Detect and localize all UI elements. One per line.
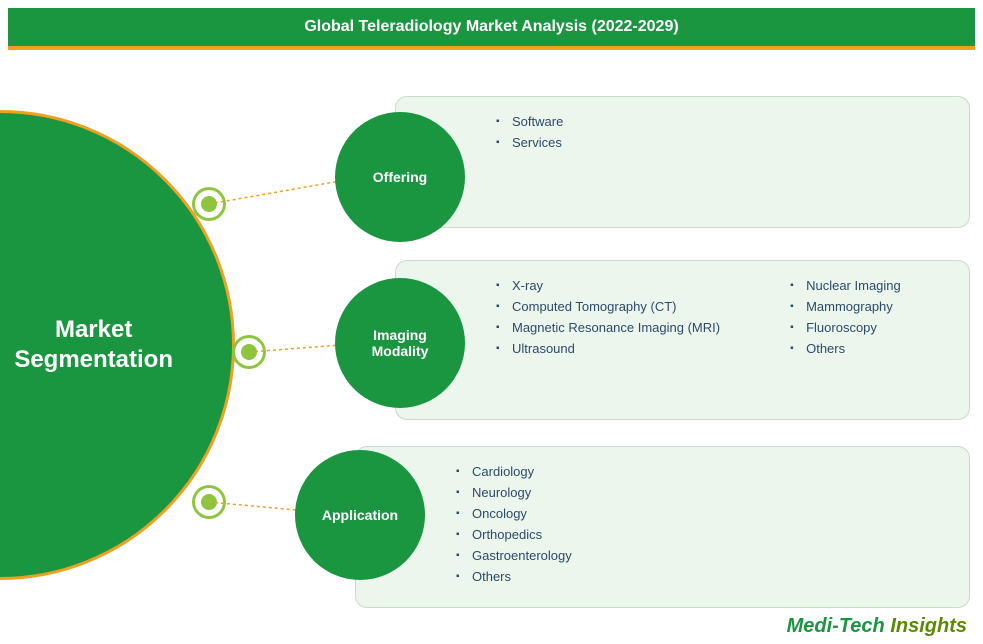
list-item: Mammography xyxy=(790,296,901,317)
cat-circle-application: Application xyxy=(295,450,425,580)
cat-label: Application xyxy=(322,507,398,523)
list-item: Magnetic Resonance Imaging (MRI) xyxy=(496,317,720,338)
node-dot xyxy=(235,338,263,366)
list-item: Neurology xyxy=(456,482,572,503)
main-label: Market Segmentation xyxy=(14,315,173,375)
list-item: Fluoroscopy xyxy=(790,317,901,338)
list-item: Orthopedics xyxy=(456,524,572,545)
cat-label: Offering xyxy=(373,169,427,185)
list-col: Nuclear Imaging Mammography Fluoroscopy … xyxy=(790,275,901,405)
list-item: Oncology xyxy=(456,503,572,524)
brand-part2: Insights xyxy=(890,615,967,637)
cat-label: Imaging Modality xyxy=(335,327,465,359)
node-dot xyxy=(195,190,223,218)
list-item: Nuclear Imaging xyxy=(790,275,901,296)
panel-imaging-modality: X-ray Computed Tomography (CT) Magnetic … xyxy=(395,260,970,420)
diagram-canvas: Market Segmentation Software Services Of… xyxy=(0,50,983,610)
main-label-line1: Market xyxy=(55,316,132,343)
list-col: Software Services xyxy=(496,111,563,213)
list-item: Gastroenterology xyxy=(456,545,572,566)
list-item: Others xyxy=(456,566,572,587)
main-circle: Market Segmentation xyxy=(0,130,215,560)
list-item: Cardiology xyxy=(456,461,572,482)
title-bar: Global Teleradiology Market Analysis (20… xyxy=(8,8,975,50)
panel-application: Cardiology Neurology Oncology Orthopedic… xyxy=(355,446,970,608)
page-title: Global Teleradiology Market Analysis (20… xyxy=(304,18,678,35)
list-item: Computed Tomography (CT) xyxy=(496,296,720,317)
main-label-line2: Segmentation xyxy=(14,346,173,373)
list-item: Ultrasound xyxy=(496,338,720,359)
list-col: X-ray Computed Tomography (CT) Magnetic … xyxy=(496,275,720,405)
node-dot xyxy=(195,488,223,516)
list-item: Software xyxy=(496,111,563,132)
list-item: Services xyxy=(496,132,563,153)
brand-part1: Medi-Tech xyxy=(787,615,891,637)
list-item: X-ray xyxy=(496,275,720,296)
cat-circle-offering: Offering xyxy=(335,112,465,242)
cat-circle-imaging-modality: Imaging Modality xyxy=(335,278,465,408)
list-item: Others xyxy=(790,338,901,359)
brand-footer: Medi-Tech Insights xyxy=(787,615,967,638)
list-col: Cardiology Neurology Oncology Orthopedic… xyxy=(456,461,572,593)
panel-offering: Software Services xyxy=(395,96,970,228)
